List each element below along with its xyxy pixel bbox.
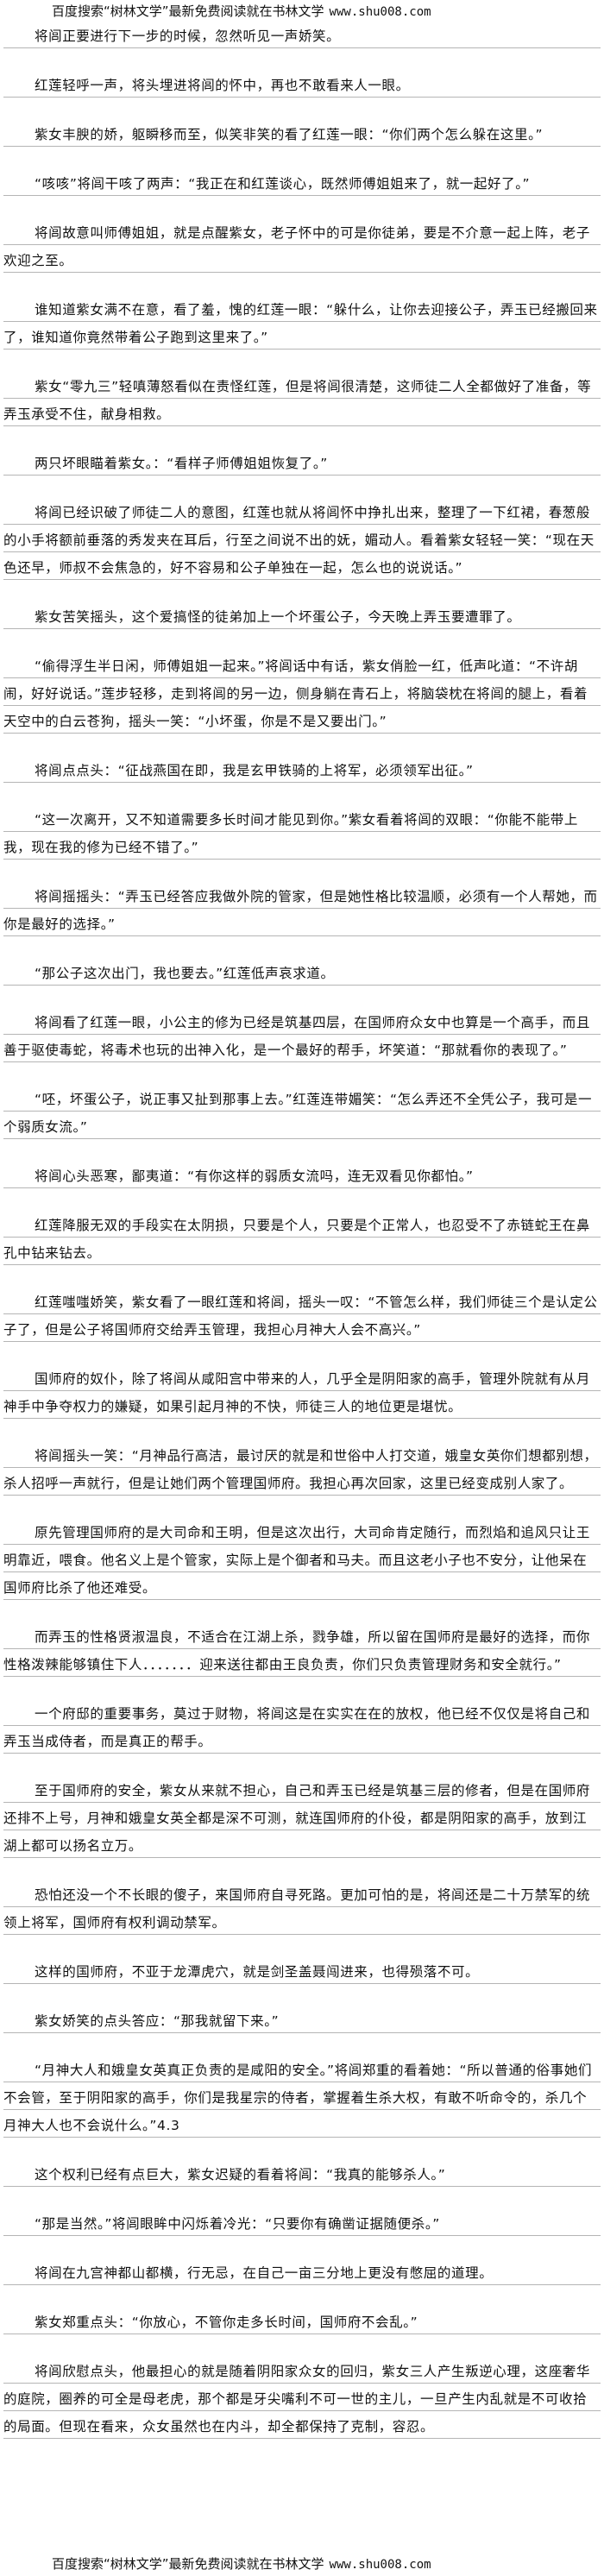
paragraph: 恐怕还没一个不长眼的傻子，来国师府自寻死路。更加可怕的是，将闾还是二十万禁军的统… [3,1881,601,1937]
paragraph: 两只坏眼瞄着紫女。：“看样子师傅姐姐恢复了。” [3,450,601,477]
paragraph: 将闾在九宫神都山都横，行无忌，在自己一亩三分地上更没有憋屈的道理。 [3,2259,601,2287]
paragraph: 这样的国师府，不亚于龙潭虎穴，就是剑圣盖聂闯进来，也得殒落不可。 [3,1958,601,1986]
footer-banner: 百度搜索“树林文学”最新免费阅读就在书林文学 www.shu008.com [0,2553,604,2575]
paragraph: 将闾故意叫师傅姐姐，就是点醒紫女，老子怀中的可是你徒弟，要是不介意一起上阵，老子… [3,219,601,274]
paragraph: 将闾已经识破了师徒二人的意图，红莲也就从将闾怀中挣扎出来，整理了一下红裙，春葱般… [3,499,601,582]
paragraph: “月神大人和娥皇女英真正负责的是咸阳的安全。”将闾郑重的看着她：“所以普通的俗事… [3,2056,601,2139]
paragraph: “偷得浮生半日闲，师傅姐姐一起来。”将闾话中有话，紫女俏脸一红，低声叱道：“不许… [3,652,601,735]
paragraph: 紫女郑重点头：“你放心，不管你走多长时间，国师府不会乱。” [3,2308,601,2336]
paragraph: 红莲轻呼一声，将头埋进将闾的怀中，再也不敢看来人一眼。 [3,72,601,99]
paragraph: 原先管理国师府的是大司命和王明，但是这次出行，大司命肯定随行，而烈焰和追风只让王… [3,1519,601,1602]
paragraph: 将闾心头恶寒，鄙夷道：“有你这样的弱质女流吗，连无双看见你都怕。” [3,1162,601,1190]
paragraph: 红莲降服无双的手段实在太阴损，只要是个人，只要是个正常人，也忍受不了赤链蛇王在鼻… [3,1212,601,1267]
paragraph: 谁知道紫女满不在意，看了羞，愧的红莲一眼：“躲什么，让你去迎接公子，弄玉已经搬回… [3,296,601,351]
paragraph: 紫女苦笑摇头，这个爱搞怪的徒弟加上一个坏蛋公子，今天晚上弄玉要遭罪了。 [3,603,601,631]
paragraph: “呸，坏蛋公子，说正事又扯到那事上去。”红莲连带媚笑：“怎么弄还不全凭公子，我可… [3,1086,601,1141]
paragraph: 而弄玉的性格贤淑温良，不适合在江湖上杀，戮争雄，所以留在国师府是最好的选择，而你… [3,1623,601,1678]
paragraph: 将闾摇摇头：“弄玉已经答应我做外院的管家，但是她性格比较温顺，必须有一个人帮她，… [3,883,601,938]
paragraph: 将闾欣慰点头，他最担心的就是随着阴阳家众女的回归，紫女三人产生叛逆心理，这座奢华… [3,2358,601,2441]
banner-text: 百度搜索“树林文学”最新免费阅读就在书林文学 [52,2556,324,2572]
paragraph: 将闾正要进行下一步的时候，忽然听见一声娇笑。 [3,22,601,50]
paragraph: “咳咳”将闾干咳了两声：“我正在和红莲谈心，既然师傅姐姐来了，就一起好了。” [3,170,601,198]
paragraph: 紫女丰腴的娇，躯瞬移而至，似笑非笑的看了红莲一眼：“你们两个怎么躲在这里。” [3,121,601,148]
paragraph: 将闾看了红莲一眼，小公主的修为已经是筑基四层，在国师府众女中也算是一个高手，而且… [3,1009,601,1064]
paragraph: 将闾点点头：“征战燕国在即，我是玄甲铁骑的上将军，必须领军出征。” [3,757,601,784]
paragraph: 一个府邸的重要事务，莫过于财物，将闾这是在实实在在的放权，他已经不仅仅是将自己和… [3,1700,601,1755]
paragraph: 将闾摇头一笑：“月神品行高洁，最讨厌的就是和世俗中人打交道，娥皇女英你们想都别想… [3,1442,601,1497]
banner-url[interactable]: www.shu008.com [329,5,431,19]
paragraph: 至于国师府的安全，紫女从来就不担心，自己和弄玉已经是筑基三层的修者，但是在国师府… [3,1777,601,1860]
banner-url[interactable]: www.shu008.com [329,2558,431,2572]
header-banner: 百度搜索“树林文学”最新免费阅读就在书林文学 www.shu008.com [0,0,604,22]
paragraph: “那是当然。”将闾眼眸中闪烁着冷光：“只要你有确凿证据随便杀。” [3,2210,601,2238]
chapter-content: 将闾正要进行下一步的时候，忽然听见一声娇笑。 红莲轻呼一声，将头埋进将闾的怀中，再… [0,22,604,2441]
paragraph: 红莲嗤嗤娇笑，紫女看了一眼红莲和将闾，摇头一叹：“不管怎么样，我们师徒三个是认定… [3,1288,601,1344]
paragraph: “那公子这次出门，我也要去。”红莲低声哀求道。 [3,960,601,987]
paragraph: 紫女娇笑的点头答应：“那我就留下来。” [3,2007,601,2035]
paragraph: 这个权利已经有点巨大，紫女迟疑的看着将闾：“我真的能够杀人。” [3,2161,601,2189]
paragraph: “这一次离开，又不知道需要多长时间才能见到你。”紫女看着将闾的双眼：“你能不能带… [3,806,601,861]
paragraph: 国师府的奴仆，除了将闾从咸阳宫中带来的人，几乎全是阴阳家的高手，管理外院就有从月… [3,1365,601,1420]
banner-text: 百度搜索“树林文学”最新免费阅读就在书林文学 [52,3,324,19]
paragraph: 紫女“零九三”轻嗔薄怒看似在责怪红莲，但是将闾很清楚，这师徒二人全都做好了准备，… [3,373,601,428]
